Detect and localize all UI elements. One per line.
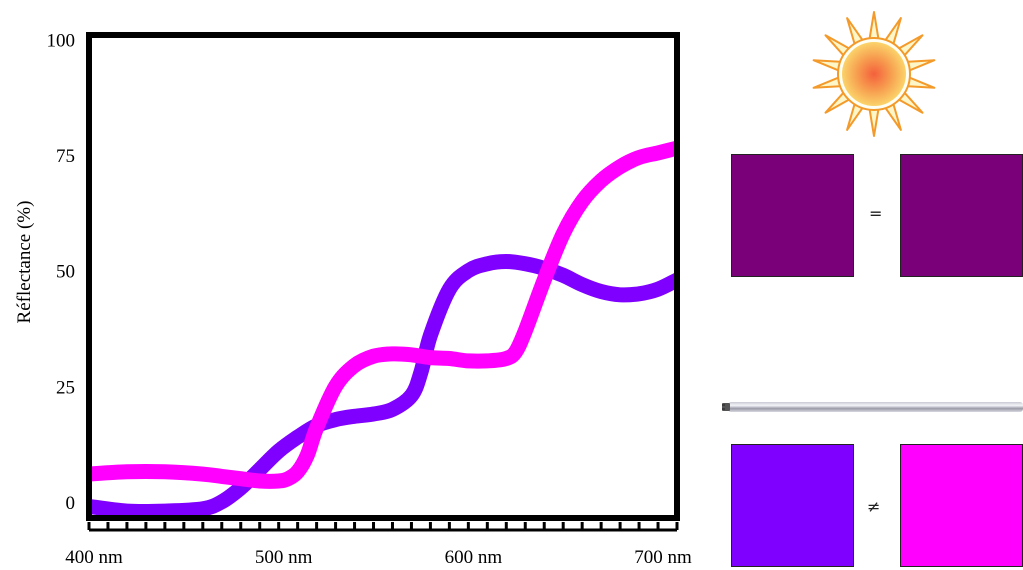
swatch-fluorescent-left: [731, 444, 854, 567]
plot-frame: [86, 32, 680, 521]
swatch-fluorescent-right: [900, 444, 1023, 567]
swatch-daylight-right: [900, 154, 1023, 277]
equal-sign: =: [869, 204, 883, 223]
y-tick-label: 75: [56, 146, 75, 167]
x-axis-ticks: [87, 522, 679, 532]
fluorescent-tube-icon: [722, 402, 1023, 412]
x-axis-tick-labels: 400 nm 500 nm 600 nm 700 nm: [65, 547, 692, 568]
x-tick-label: 600 nm: [445, 547, 503, 568]
y-axis-tick-labels: 0 25 50 75 100: [47, 31, 76, 514]
sun-ray: [868, 11, 880, 42]
series-line-1: [89, 254, 677, 518]
y-tick-label: 100: [47, 31, 76, 52]
y-tick-label: 50: [56, 262, 75, 283]
y-tick-label: 25: [56, 377, 75, 398]
x-tick-label: 700 nm: [634, 547, 692, 568]
sun-icon: [812, 11, 936, 137]
not-equal-sign: ≠: [867, 497, 881, 516]
series-line-2: [89, 140, 677, 489]
curve-layer: [89, 140, 677, 518]
y-tick-label: 0: [66, 493, 76, 514]
x-tick-label: 500 nm: [255, 547, 313, 568]
swatch-daylight-left: [731, 154, 854, 277]
y-axis-label: Réflectance (%): [14, 201, 35, 324]
sun-ray: [868, 106, 880, 137]
x-tick-label: 400 nm: [65, 547, 123, 568]
reflectance-chart: 0 25 50 75 100 400 nm 500 nm 600 nm 700 nm Réfl…: [14, 31, 692, 568]
